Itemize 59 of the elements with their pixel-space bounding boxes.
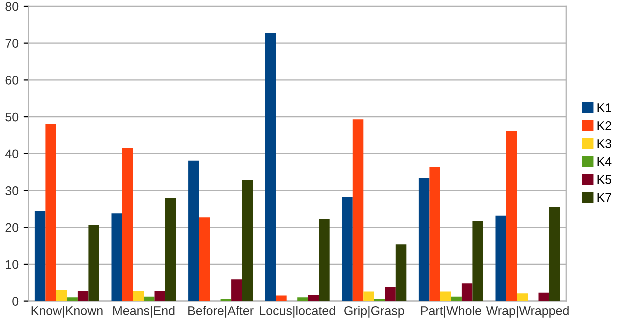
bar — [506, 131, 518, 302]
bar — [451, 296, 462, 302]
y-tick-label: 10 — [6, 260, 19, 270]
bar — [133, 291, 144, 302]
bar — [265, 33, 276, 302]
y-tick-label: 70 — [6, 39, 19, 48]
bar — [440, 292, 452, 302]
legend-label: K5 — [598, 176, 612, 184]
bar — [242, 180, 254, 302]
bar — [46, 124, 56, 302]
bar — [112, 214, 122, 302]
bar — [364, 292, 374, 302]
bar — [298, 298, 308, 302]
bar — [154, 291, 166, 302]
legend-label: K2 — [598, 121, 612, 130]
bar — [342, 197, 353, 302]
bar — [352, 120, 364, 302]
legend-label: K4 — [598, 158, 612, 166]
bar — [308, 295, 320, 302]
bar — [517, 294, 528, 302]
x-tick-label: Means|End — [114, 306, 175, 318]
x-tick-label: Grip|Grasp — [344, 306, 404, 318]
bar — [538, 292, 550, 302]
bar — [56, 290, 68, 302]
bar — [276, 296, 287, 302]
bar — [188, 160, 200, 302]
x-tick-label: Part|Whole — [421, 306, 482, 318]
legend-label: K1 — [598, 104, 612, 112]
legend-label: K3 — [598, 139, 612, 148]
y-tick-label: 60 — [6, 76, 19, 85]
bar — [396, 244, 407, 302]
x-tick-label: Wrap|Wrapped — [486, 306, 569, 318]
y-tick-label: 80 — [6, 2, 19, 12]
bar — [550, 207, 560, 302]
bar — [199, 218, 210, 302]
legend-label: K7 — [598, 193, 612, 202]
bar — [462, 284, 473, 302]
bar — [319, 219, 330, 302]
x-tick-label: Know|Known — [32, 306, 103, 318]
bar — [166, 198, 176, 302]
bar — [88, 225, 100, 302]
bar — [34, 211, 46, 302]
y-tick-label: 30 — [6, 186, 19, 196]
y-tick-label: 0 — [12, 297, 19, 306]
bar — [232, 280, 242, 302]
bar — [78, 291, 89, 302]
bar — [472, 220, 484, 302]
y-tick-label: 20 — [6, 223, 19, 232]
bar — [496, 216, 506, 302]
bar — [430, 167, 440, 302]
bar — [385, 286, 396, 302]
x-tick-label: Locus|located — [260, 306, 336, 318]
bar — [67, 298, 78, 302]
y-tick-label: 40 — [5, 150, 19, 159]
bar — [418, 178, 430, 302]
y-tick-label: 50 — [6, 112, 19, 122]
x-tick-label: Before|After — [188, 306, 254, 318]
bar — [122, 148, 134, 302]
bar — [144, 296, 155, 302]
